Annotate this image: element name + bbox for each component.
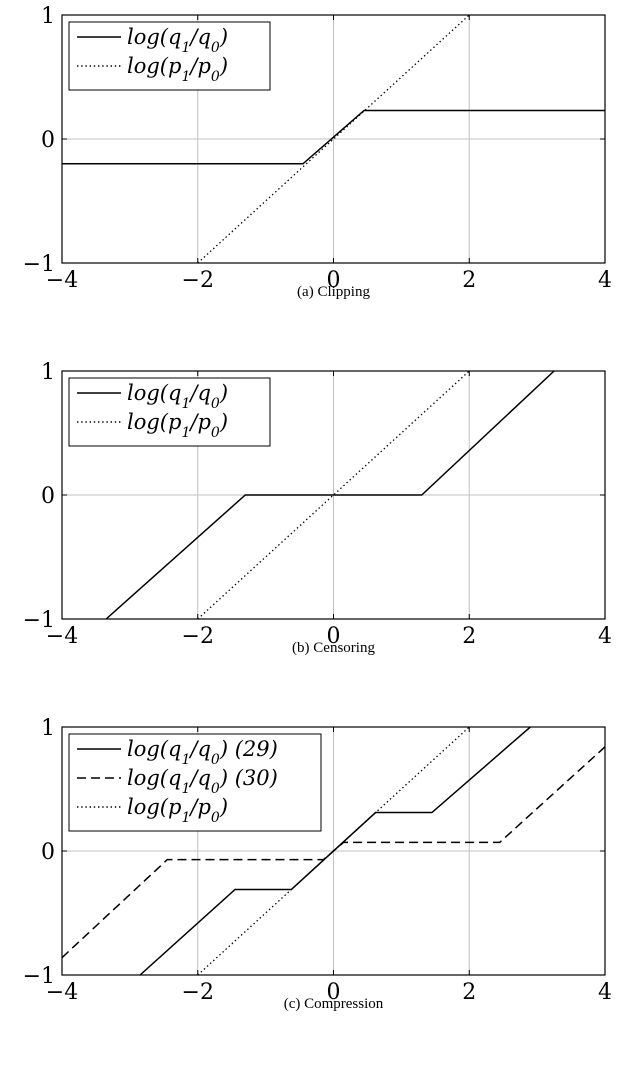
y-tick-label: 0 xyxy=(41,840,55,865)
x-tick-label: −4 xyxy=(46,624,78,649)
y-tick-label: 1 xyxy=(41,360,55,385)
legend-label: log(q1/q0) xyxy=(127,381,228,412)
legend-label: log(q1/q0) xyxy=(127,25,228,56)
chart-panel-3: −4 −2 0 2 4 1 0 −1 log(q1/q0) (29)log(q1/q0) (30… xyxy=(23,716,612,1012)
x-tick-label: 0 xyxy=(327,980,341,1005)
x-tick-label: −4 xyxy=(46,268,78,293)
x-tick-label: 2 xyxy=(462,624,476,649)
legend-box xyxy=(68,733,322,832)
y-tick-label: 1 xyxy=(41,4,55,29)
x-tick-label: −2 xyxy=(182,268,214,293)
y-tick-label: 1 xyxy=(41,716,55,741)
x-tick-label: −2 xyxy=(182,624,214,649)
legend-label: log(p1/p0) xyxy=(127,54,228,85)
chart-caption: (a) Clipping xyxy=(297,284,370,300)
chart-panel-2: −4 −2 0 2 4 1 0 −1 log(q1/q0)log(p1/p0) (b) Censo… xyxy=(23,360,612,656)
x-tick-label: 4 xyxy=(598,268,612,293)
chart-panel-1: −4 −2 0 2 4 1 0 −1 log(q1/q0)log(p1/p0) (a) Clipp… xyxy=(23,4,612,300)
legend: log(q1/q0)log(p1/p0) xyxy=(68,21,271,91)
x-tick-label: 4 xyxy=(598,624,612,649)
legend-label: log(p1/p0) xyxy=(127,410,228,441)
series-line-2 xyxy=(62,746,605,959)
x-tick-label: −4 xyxy=(46,980,78,1005)
y-tick-label: 0 xyxy=(41,484,55,509)
y-tick-label: −1 xyxy=(23,608,55,633)
chart-caption: (b) Censoring xyxy=(292,640,375,656)
legend-label: log(q1/q0) (29) xyxy=(127,737,278,768)
legend: log(q1/q0) (29)log(q1/q0) (30)log(p1/p0) xyxy=(68,733,322,832)
y-tick-label: 0 xyxy=(41,128,55,153)
legend-box xyxy=(68,21,271,91)
x-tick-label: 2 xyxy=(462,980,476,1005)
x-tick-label: 4 xyxy=(598,980,612,1005)
x-tick-label: −2 xyxy=(182,980,214,1005)
legend-label: log(q1/q0) (30) xyxy=(127,766,278,797)
x-tick-label: 0 xyxy=(327,624,341,649)
y-tick-label: −1 xyxy=(23,964,55,989)
legend-label: log(p1/p0) xyxy=(127,795,228,826)
legend-box xyxy=(68,377,271,447)
chart-caption: (c) Compression xyxy=(284,996,384,1012)
legend: log(q1/q0)log(p1/p0) xyxy=(68,377,271,447)
x-tick-label: 0 xyxy=(327,268,341,293)
x-tick-label: 2 xyxy=(462,268,476,293)
series-line-1 xyxy=(62,109,605,165)
y-tick-label: −1 xyxy=(23,252,55,277)
series-line-1 xyxy=(105,371,555,619)
